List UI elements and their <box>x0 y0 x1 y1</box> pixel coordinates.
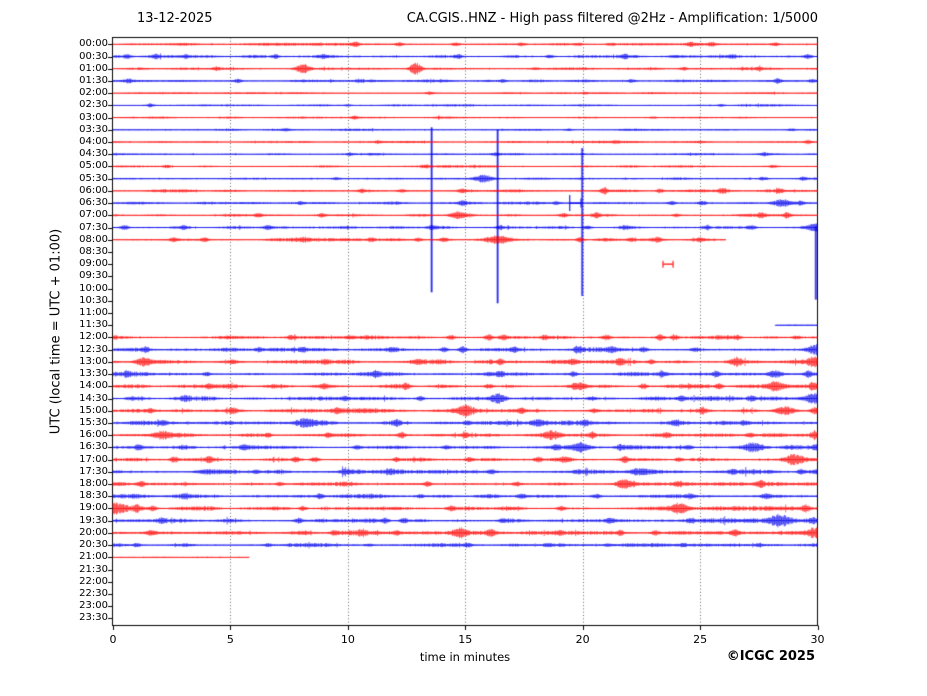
y-tick-label: 08:00 <box>79 233 108 245</box>
x-tick-label: 15 <box>458 633 473 646</box>
y-tick-label: 05:30 <box>79 172 108 184</box>
y-tick-label: 13:30 <box>79 368 108 380</box>
y-tick-label: 19:30 <box>79 514 108 526</box>
y-tick-label: 03:30 <box>79 123 108 135</box>
y-tick-label: 22:30 <box>79 587 108 599</box>
y-tick-label: 01:00 <box>79 62 108 74</box>
y-tick-label: 15:00 <box>79 404 108 416</box>
y-tick-label: 20:30 <box>79 539 108 551</box>
y-tick-label: 16:30 <box>79 441 108 453</box>
y-tick-label: 05:00 <box>79 160 108 172</box>
y-tick-label: 20:00 <box>79 526 108 538</box>
x-tick-label: 10 <box>340 633 355 646</box>
y-tick-label: 12:00 <box>79 331 108 343</box>
y-tick-label: 22:00 <box>79 575 108 587</box>
y-tick-label: 17:30 <box>79 465 108 477</box>
x-tick-label: 0 <box>109 633 117 646</box>
y-tick-label: 07:30 <box>79 221 108 233</box>
plot-title: CA.CGIS..HNZ - High pass filtered @2Hz -… <box>406 11 818 26</box>
y-tick-label: 13:00 <box>79 355 108 367</box>
y-tick-label: 00:00 <box>79 38 108 50</box>
y-tick-label: 09:30 <box>79 270 108 282</box>
date-label: 13-12-2025 <box>137 11 213 26</box>
y-tick-label: 23:00 <box>79 600 108 612</box>
y-tick-label: 12:30 <box>79 343 108 355</box>
y-tick-label: 07:00 <box>79 209 108 221</box>
y-tick-label: 21:30 <box>79 563 108 575</box>
y-tick-label: 14:00 <box>79 380 108 392</box>
y-tick-label: 06:00 <box>79 184 108 196</box>
x-tick-label: 25 <box>693 633 708 646</box>
y-tick-label: 04:00 <box>79 136 108 148</box>
x-tick-label: 20 <box>575 633 590 646</box>
y-tick-label: 11:30 <box>79 319 108 331</box>
y-tick-label: 02:00 <box>79 87 108 99</box>
y-tick-label: 23:30 <box>79 612 108 624</box>
y-tick-label: 15:30 <box>79 416 108 428</box>
y-tick-label: 10:30 <box>79 294 108 306</box>
y-tick-label: 18:00 <box>79 478 108 490</box>
y-tick-label: 06:30 <box>79 197 108 209</box>
y-tick-label: 17:00 <box>79 453 108 465</box>
x-tick-label: 30 <box>810 633 825 646</box>
y-tick-label: 19:00 <box>79 502 108 514</box>
y-tick-label: 04:30 <box>79 148 108 160</box>
y-tick-label: 16:00 <box>79 429 108 441</box>
y-tick-label: 03:00 <box>79 111 108 123</box>
y-tick-label: 10:00 <box>79 282 108 294</box>
x-tick-label: 5 <box>226 633 234 646</box>
y-tick-label: 01:30 <box>79 74 108 86</box>
y-tick-label: 09:00 <box>79 258 108 270</box>
copyright-label: ©ICGC 2025 <box>726 649 815 664</box>
y-tick-label: 08:30 <box>79 245 108 257</box>
y-tick-label: 02:30 <box>79 99 108 111</box>
y-tick-label: 21:00 <box>79 551 108 563</box>
y-tick-label: 14:30 <box>79 392 108 404</box>
x-axis-title: time in minutes <box>419 650 511 664</box>
y-tick-label: 11:00 <box>79 307 108 319</box>
y-tick-label: 18:30 <box>79 490 108 502</box>
y-tick-label: 00:30 <box>79 50 108 62</box>
